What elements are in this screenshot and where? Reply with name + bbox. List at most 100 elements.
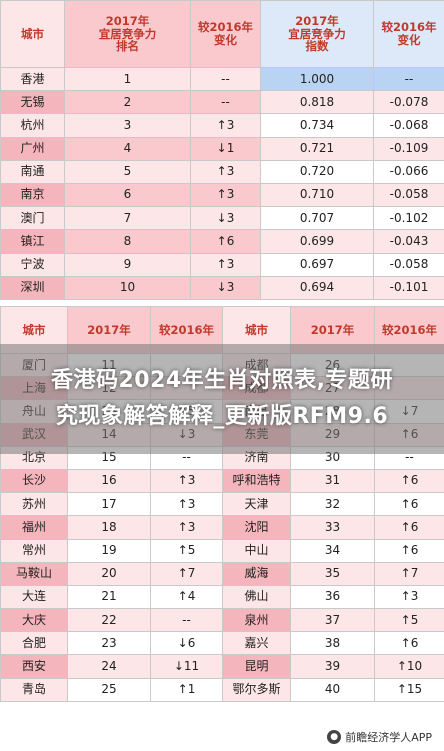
rank-change-cell: -- (190, 90, 261, 115)
index-change-cell: -0.109 (373, 136, 444, 161)
change-cell-left: ↑3 (150, 468, 223, 494)
rank-cell-right: 37 (290, 608, 375, 633)
city-cell-left: 合肥 (0, 631, 68, 656)
change-cell-right: ↑6 (374, 468, 444, 494)
rank-cell: 8 (64, 229, 191, 254)
watermark-logo-icon: ● (327, 730, 342, 744)
rank-cell-left: 22 (67, 608, 151, 633)
table-row: 马鞍山 20 ↑7 威海 35 ↑7 (0, 561, 444, 586)
city-cell: 广州 (0, 136, 65, 161)
header-city: 城市 (0, 0, 65, 68)
rank-cell-left: 18 (67, 515, 151, 540)
rank-cell: 9 (64, 252, 191, 277)
index-change-cell: -0.102 (373, 206, 444, 231)
city-cell-left: 大连 (0, 584, 68, 610)
city-cell-right: 鄂尔多斯 (222, 677, 291, 702)
index-cell: 0.818 (260, 90, 374, 115)
top-header-row: 城市 2017年 宜居竞争力 排名 较2016年 变化 2017年 宜居竞争力 … (0, 0, 444, 68)
table-row: 宁波 9 ↑3 0.697 -0.058 (0, 252, 444, 277)
banner-line-1: 香港码2024年生肖对照表,专题研 (50, 368, 394, 393)
rank-cell-left: 25 (67, 677, 151, 702)
header-rank-change: 较2016年 变化 (190, 0, 261, 68)
rank-change-cell: ↑6 (190, 229, 261, 254)
rank-change-cell: ↓1 (190, 136, 261, 161)
table-row: 澳门 7 ↓3 0.707 -0.102 (0, 206, 444, 231)
change-cell-right: ↑6 (374, 492, 444, 517)
rank-cell-left: 23 (67, 631, 151, 656)
index-cell: 0.707 (260, 206, 374, 231)
rank-cell: 5 (64, 159, 191, 184)
table-row: 镇江 8 ↑6 0.699 -0.043 (0, 229, 444, 254)
city-cell-right: 沈阳 (222, 515, 291, 540)
rank-cell-right: 38 (290, 631, 375, 656)
city-cell: 宁波 (0, 252, 65, 277)
table-row: 香港 1 -- 1.000 -- (0, 66, 444, 92)
city-cell-left: 福州 (0, 515, 68, 540)
city-cell-left: 青岛 (0, 677, 68, 702)
city-cell-left: 长沙 (0, 468, 68, 494)
rank-cell-left: 24 (67, 654, 151, 679)
index-change-cell: -0.066 (373, 159, 444, 184)
city-cell-left: 大庆 (0, 608, 68, 633)
table-row: 广州 4 ↓1 0.721 -0.109 (0, 136, 444, 161)
rank-cell-right: 31 (290, 468, 375, 494)
index-cell: 0.720 (260, 159, 374, 184)
banner-caption: 香港码2024年生肖对照表,专题研 究现象解答解释_更新版RFM9.6 (0, 344, 444, 454)
rank-cell-left: 19 (67, 538, 151, 563)
index-cell: 0.697 (260, 252, 374, 277)
change-cell-left: ↑3 (150, 492, 223, 517)
index-change-cell: -0.101 (373, 275, 444, 300)
rank-cell: 10 (64, 275, 191, 300)
table-row: 常州 19 ↑5 中山 34 ↑6 (0, 538, 444, 563)
index-cell: 0.710 (260, 182, 374, 208)
change-cell-right: ↑5 (374, 608, 444, 633)
rank-cell-left: 21 (67, 584, 151, 610)
city-cell: 香港 (0, 66, 65, 92)
index-change-cell: -0.068 (373, 113, 444, 138)
change-cell-right: ↑6 (374, 631, 444, 656)
rank-cell-right: 35 (290, 561, 375, 586)
change-cell-left: -- (150, 608, 223, 633)
index-change-cell: -0.078 (373, 90, 444, 115)
table-row: 青岛 25 ↑1 鄂尔多斯 40 ↑15 (0, 677, 444, 702)
index-cell: 0.734 (260, 113, 374, 138)
table-row: 西安 24 ↓11 昆明 39 ↑10 (0, 654, 444, 679)
header-index-change: 较2016年 变化 (373, 0, 444, 68)
rank-cell: 4 (64, 136, 191, 161)
city-cell-right: 嘉兴 (222, 631, 291, 656)
rank-cell-left: 16 (67, 468, 151, 494)
rank-change-cell: -- (190, 66, 261, 92)
city-cell-right: 威海 (222, 561, 291, 586)
index-change-cell: -0.043 (373, 229, 444, 254)
change-cell-right: ↑15 (374, 677, 444, 702)
city-cell-left: 西安 (0, 654, 68, 679)
table-row: 合肥 23 ↓6 嘉兴 38 ↑6 (0, 631, 444, 656)
change-cell-right: ↑6 (374, 538, 444, 563)
index-cell: 0.699 (260, 229, 374, 254)
index-cell: 0.721 (260, 136, 374, 161)
rank-cell: 7 (64, 206, 191, 231)
rank-change-cell: ↑3 (190, 182, 261, 208)
change-cell-left: ↑5 (150, 538, 223, 563)
city-cell-left: 常州 (0, 538, 68, 563)
index-change-cell: -- (373, 66, 444, 92)
index-cell: 0.694 (260, 275, 374, 300)
rank-cell-right: 34 (290, 538, 375, 563)
table-row: 福州 18 ↑3 沈阳 33 ↑6 (0, 515, 444, 540)
rank-cell-left: 20 (67, 561, 151, 586)
index-change-cell: -0.058 (373, 182, 444, 208)
rank-change-cell: ↑3 (190, 159, 261, 184)
rank-change-cell: ↓3 (190, 275, 261, 300)
corner-watermark: ● 前瞻经济学人APP (321, 727, 438, 747)
change-cell-right: ↑3 (374, 584, 444, 610)
city-cell: 杭州 (0, 113, 65, 138)
city-cell: 澳门 (0, 206, 65, 231)
change-cell-left: ↓11 (150, 654, 223, 679)
rank-cell-right: 32 (290, 492, 375, 517)
rank-change-cell: ↑3 (190, 252, 261, 277)
change-cell-left: ↓6 (150, 631, 223, 656)
table-row: 南通 5 ↑3 0.720 -0.066 (0, 159, 444, 184)
table-row: 大庆 22 -- 泉州 37 ↑5 (0, 608, 444, 633)
table-row: 杭州 3 ↑3 0.734 -0.068 (0, 113, 444, 138)
table-row: 深圳 10 ↓3 0.694 -0.101 (0, 275, 444, 300)
